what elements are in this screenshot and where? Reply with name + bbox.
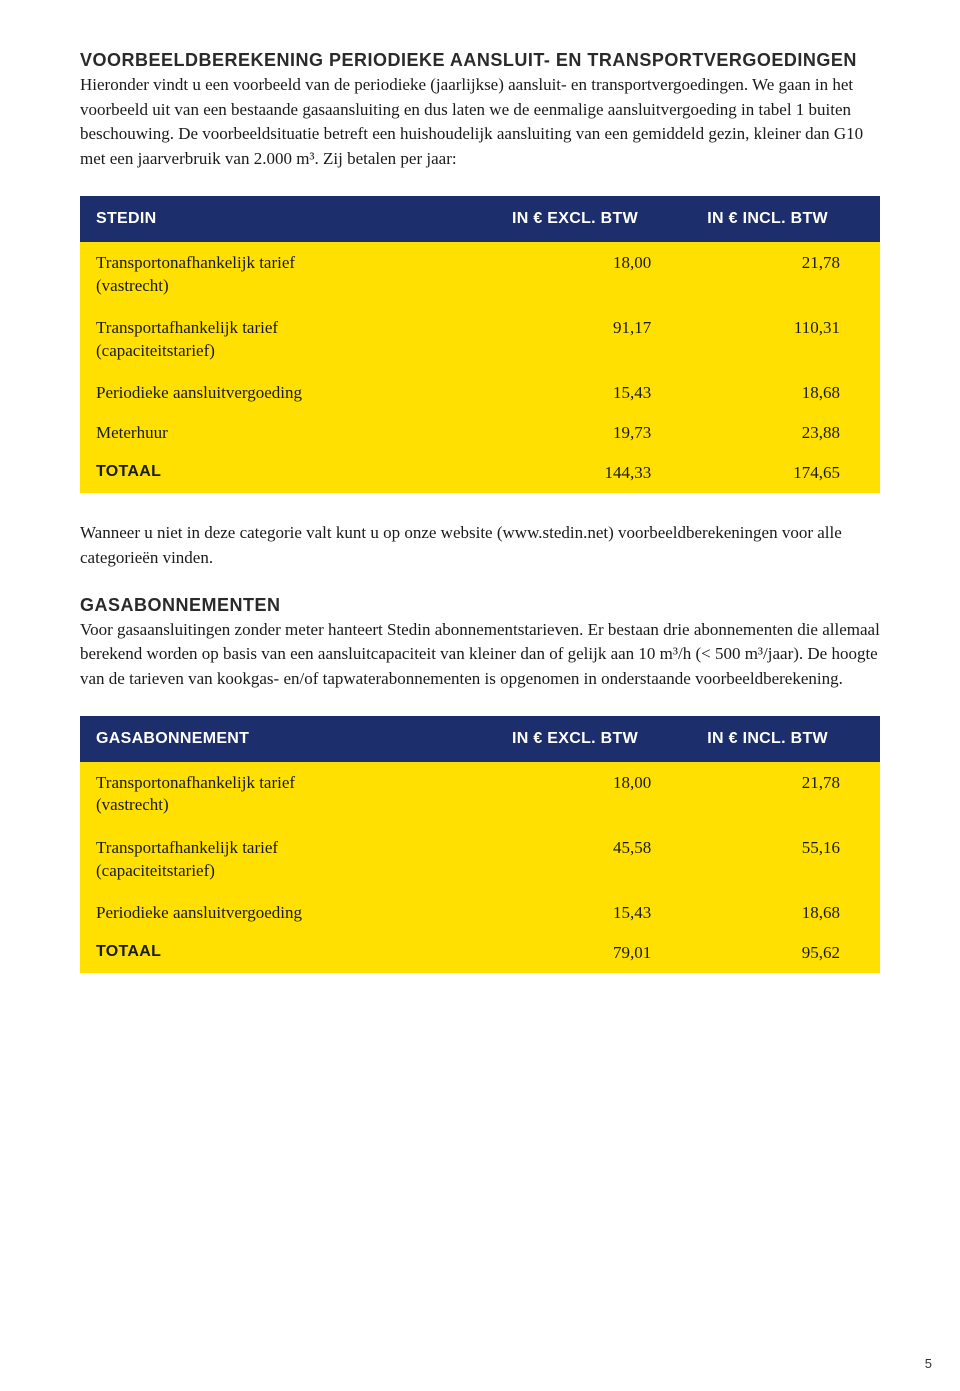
table-row: Meterhuur 19,73 23,88: [80, 413, 880, 453]
label-sub: (capaciteitstarief): [96, 340, 480, 363]
label-sub: (vastrecht): [96, 275, 480, 298]
table-row: Periodieke aansluitvergoeding 15,43 18,6…: [80, 893, 880, 933]
table-row-total: TOTAAL 144,33 174,65: [80, 453, 880, 493]
stedin-table: STEDIN IN € EXCL. BTW IN € INCL. BTW Tra…: [80, 196, 880, 494]
section3-paragraph: Voor gasaansluitingen zonder meter hante…: [80, 618, 880, 692]
label-main: Transportonafhankelijk tarief: [96, 253, 295, 272]
cell-incl: 23,88: [691, 413, 880, 453]
col-excl-btw: IN € EXCL. BTW: [496, 716, 691, 762]
cell-total-excl: 144,33: [496, 453, 691, 493]
cell-total-incl: 174,65: [691, 453, 880, 493]
cell-total-excl: 79,01: [496, 933, 691, 973]
cell-incl: 18,68: [691, 893, 880, 933]
cell-label: Meterhuur: [80, 413, 496, 453]
section3-heading: GASABONNEMENTEN: [80, 595, 880, 616]
table-header-row: STEDIN IN € EXCL. BTW IN € INCL. BTW: [80, 196, 880, 242]
cell-label: Transportafhankelijk tarief (capaciteits…: [80, 307, 496, 373]
cell-label: Transportonafhankelijk tarief (vastrecht…: [80, 242, 496, 308]
cell-label: Transportonafhankelijk tarief (vastrecht…: [80, 762, 496, 828]
table-row: Transportonafhankelijk tarief (vastrecht…: [80, 242, 880, 308]
cell-excl: 91,17: [496, 307, 691, 373]
cell-excl: 15,43: [496, 893, 691, 933]
cell-excl: 15,43: [496, 373, 691, 413]
col-stedin: STEDIN: [80, 196, 496, 242]
cell-incl: 55,16: [691, 827, 880, 893]
label-main: Transportafhankelijk tarief: [96, 838, 278, 857]
cell-total-label: TOTAAL: [80, 453, 496, 493]
table-row: Transportonafhankelijk tarief (vastrecht…: [80, 762, 880, 828]
col-gasabonnement: GASABONNEMENT: [80, 716, 496, 762]
cell-label: Transportafhankelijk tarief (capaciteits…: [80, 827, 496, 893]
cell-total-incl: 95,62: [691, 933, 880, 973]
cell-incl: 18,68: [691, 373, 880, 413]
cell-incl: 21,78: [691, 242, 880, 308]
page: VOORBEELDBEREKENING PERIODIEKE AANSLUIT-…: [0, 0, 960, 1391]
table-header-row: GASABONNEMENT IN € EXCL. BTW IN € INCL. …: [80, 716, 880, 762]
section2-paragraph: Wanneer u niet in deze categorie valt ku…: [80, 521, 880, 570]
section1-heading: VOORBEELDBEREKENING PERIODIEKE AANSLUIT-…: [80, 50, 880, 71]
label-main: Transportafhankelijk tarief: [96, 318, 278, 337]
table-row: Periodieke aansluitvergoeding 15,43 18,6…: [80, 373, 880, 413]
label-sub: (vastrecht): [96, 794, 480, 817]
cell-incl: 21,78: [691, 762, 880, 828]
label-main: Transportonafhankelijk tarief: [96, 773, 295, 792]
col-incl-btw: IN € INCL. BTW: [691, 196, 880, 242]
section1-paragraph: Hieronder vindt u een voorbeeld van de p…: [80, 73, 880, 172]
table-row: Transportafhankelijk tarief (capaciteits…: [80, 827, 880, 893]
page-number: 5: [925, 1356, 932, 1371]
cell-label: Periodieke aansluitvergoeding: [80, 893, 496, 933]
table-row: Transportafhankelijk tarief (capaciteits…: [80, 307, 880, 373]
label-sub: (capaciteitstarief): [96, 860, 480, 883]
cell-excl: 18,00: [496, 242, 691, 308]
cell-excl: 18,00: [496, 762, 691, 828]
cell-excl: 45,58: [496, 827, 691, 893]
table-row-total: TOTAAL 79,01 95,62: [80, 933, 880, 973]
cell-label: Periodieke aansluitvergoeding: [80, 373, 496, 413]
cell-incl: 110,31: [691, 307, 880, 373]
col-incl-btw: IN € INCL. BTW: [691, 716, 880, 762]
cell-excl: 19,73: [496, 413, 691, 453]
cell-total-label: TOTAAL: [80, 933, 496, 973]
col-excl-btw: IN € EXCL. BTW: [496, 196, 691, 242]
gasabonnement-table: GASABONNEMENT IN € EXCL. BTW IN € INCL. …: [80, 716, 880, 974]
